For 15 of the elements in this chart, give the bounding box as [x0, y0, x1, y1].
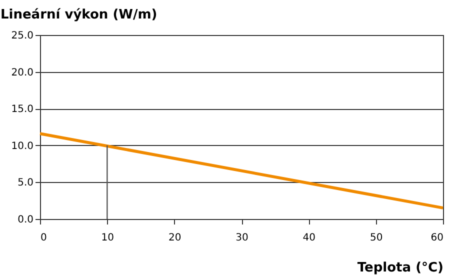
y-tick-label: 10.0 [11, 140, 34, 152]
x-tick-label: 10 [101, 232, 114, 244]
y-tick-label: 0.0 [18, 214, 34, 226]
y-tick-label: 25.0 [11, 30, 34, 42]
y-tick-label: 20.0 [11, 67, 34, 78]
y-tick-label: 5.0 [18, 178, 34, 189]
x-tick-label: 20 [168, 232, 182, 244]
x-tick-label: 0 [40, 232, 47, 244]
x-tick-label: 40 [302, 232, 316, 244]
y-tick-label: 15.0 [11, 104, 34, 116]
y-axis-title: Lineární výkon (W/m) [0, 8, 158, 22]
x-tick-label: 30 [236, 232, 248, 244]
x-tick-label: 60 [430, 232, 444, 244]
x-axis-title: Teplota (°C) [357, 260, 444, 275]
x-tick-label: 50 [370, 232, 383, 244]
